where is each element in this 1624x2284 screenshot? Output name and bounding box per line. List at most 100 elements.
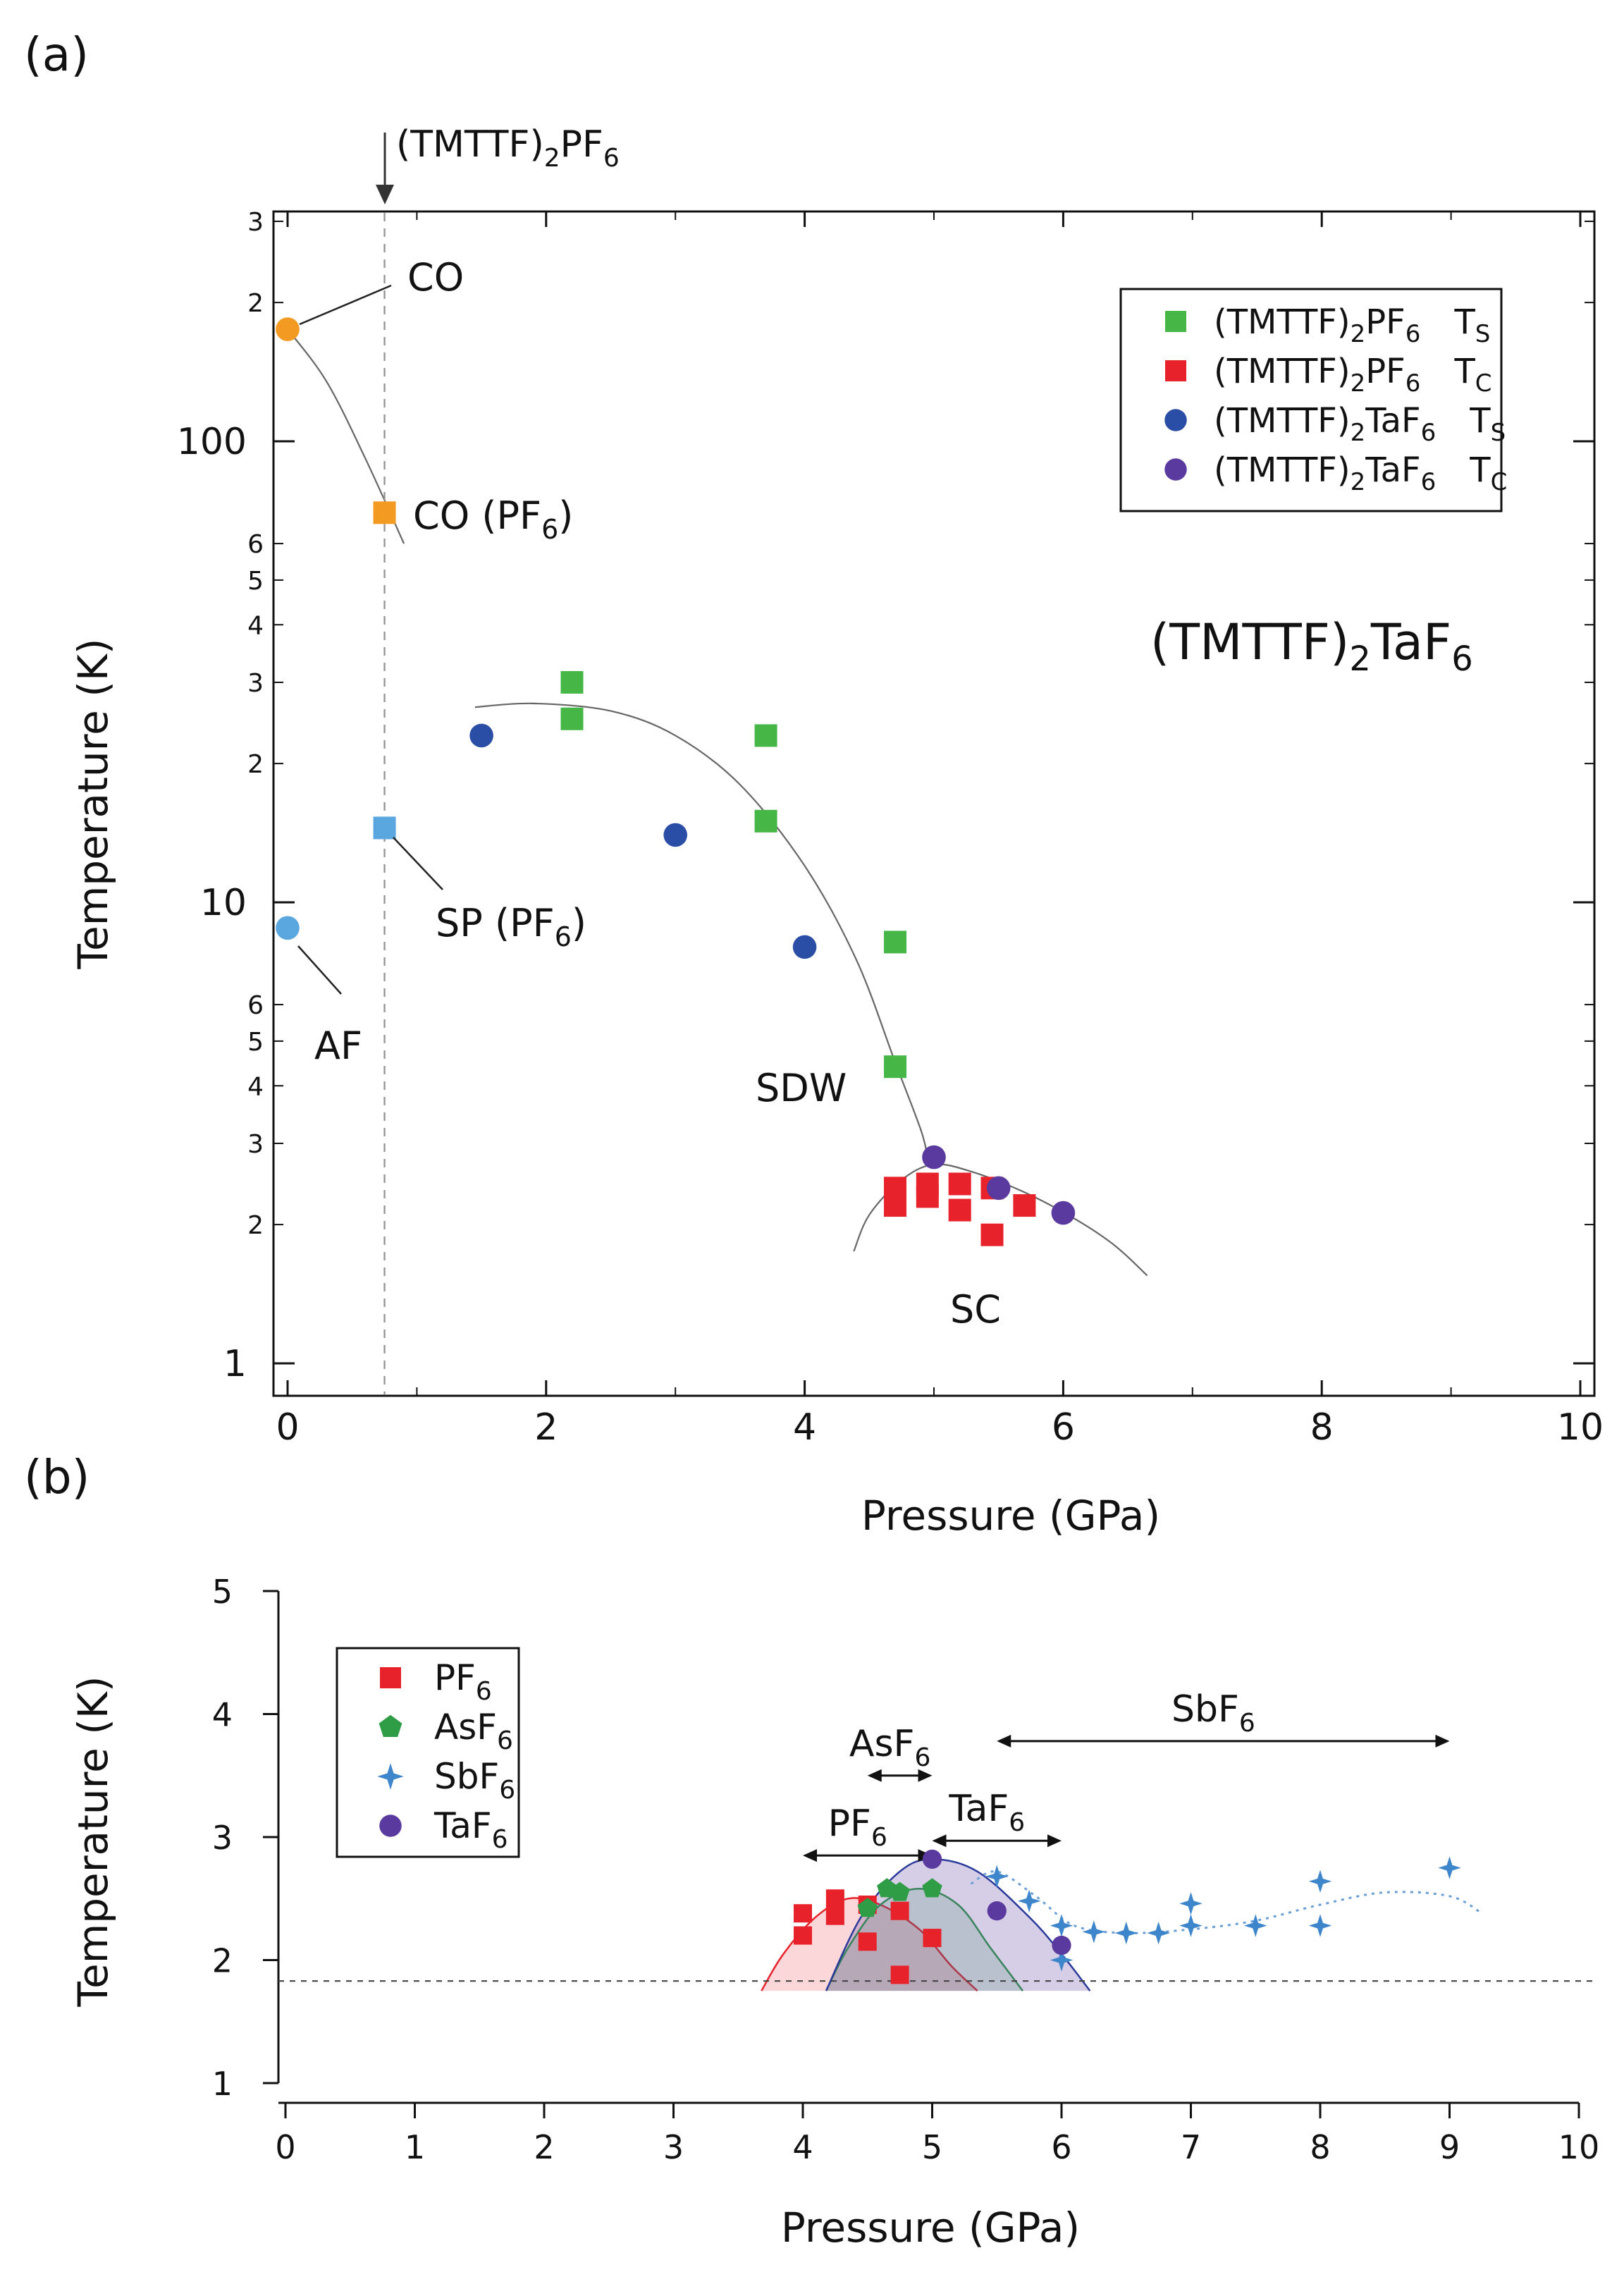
y-tick-label: 5 <box>212 1573 233 1611</box>
legend-marker <box>377 1763 404 1790</box>
data-point <box>986 1176 1011 1201</box>
x-tick-label: 10 <box>1557 1406 1604 1449</box>
x-tick-label: 6 <box>1052 1406 1075 1449</box>
panel-b-label: (b) <box>24 1450 90 1504</box>
data-point <box>663 823 687 847</box>
af-label: AF <box>314 1024 362 1068</box>
chart-a-xlabel: Pressure (GPa) <box>861 1492 1160 1540</box>
data-point <box>1179 1914 1202 1937</box>
y-tick-label: 3 <box>212 1819 233 1857</box>
x-tick-label: 2 <box>534 2128 554 2166</box>
chart-a: 0 2 4 6 8 10 1 10 100 2 3 4 5 6 2 3 4 5 6 2 3 (TMTTF)2TaF6 … <box>69 123 1604 1540</box>
data-point <box>922 1145 946 1169</box>
data-point <box>794 1926 812 1945</box>
range-arrow-head <box>918 1769 933 1782</box>
y-minor-tick-label: 4 <box>247 1072 264 1101</box>
x-tick-label: 4 <box>792 2128 813 2166</box>
chart-b-ylabel: Temperature (K) <box>69 1676 117 2007</box>
data-point <box>276 916 300 940</box>
chart-a-title: (TMTTF)2TaF6 <box>1150 613 1473 679</box>
data-point <box>883 1194 906 1217</box>
x-tick-label: 8 <box>1310 1406 1334 1449</box>
legend-marker <box>379 1714 402 1737</box>
legend-entry: SbF6 <box>434 1756 515 1805</box>
y-minor-tick-label: 5 <box>247 567 264 596</box>
legend-entry: AsF6 <box>434 1707 513 1755</box>
panel-a-label: (a) <box>24 27 89 82</box>
range-arrow-head <box>803 1849 817 1862</box>
data-point <box>825 1906 844 1925</box>
x-tick-label: 9 <box>1439 2128 1460 2166</box>
sp-pf6-label: SP (PF6) <box>436 901 586 952</box>
data-point <box>1308 1869 1332 1893</box>
data-point <box>469 723 493 748</box>
range-arrow-head <box>932 1834 947 1848</box>
data-point <box>560 707 584 730</box>
x-tick-label: 2 <box>534 1406 558 1449</box>
data-point <box>980 1223 1004 1246</box>
y-minor-tick-label: 2 <box>247 1211 264 1240</box>
x-tick-label: 0 <box>276 1406 299 1449</box>
sc-label: SC <box>950 1287 1001 1332</box>
data-point <box>922 1878 942 1898</box>
chart-b-xlabel: Pressure (GPa) <box>781 2204 1080 2252</box>
range-arrow-head <box>1047 1834 1062 1848</box>
y-minor-tick-label: 5 <box>247 1028 264 1057</box>
y-minor-tick-label: 3 <box>247 1130 264 1159</box>
range-label: SbF6 <box>1171 1688 1255 1738</box>
legend-entry: (TMTTF)2PF6 TC <box>1214 352 1492 398</box>
legend-marker <box>1165 360 1186 381</box>
legend-marker <box>380 1667 401 1688</box>
data-point <box>373 501 396 524</box>
data-point <box>1308 1914 1332 1937</box>
data-point <box>883 1055 906 1079</box>
data-point <box>1438 1856 1461 1879</box>
asf6-dome <box>825 1888 1023 1991</box>
y-minor-tick-label: 3 <box>247 669 264 698</box>
y-minor-tick-label: 6 <box>247 991 264 1020</box>
data-point <box>1052 1935 1071 1955</box>
data-point <box>948 1198 971 1222</box>
y-minor-tick-label: 2 <box>247 750 264 779</box>
sbf6-trend-curve <box>970 1870 1483 1934</box>
y-tick-label: 10 <box>200 882 247 924</box>
x-tick-label: 1 <box>405 2128 425 2166</box>
data-point <box>1017 1889 1041 1912</box>
data-point <box>890 1901 909 1920</box>
data-point <box>1050 1948 1074 1972</box>
sdw-label: SDW <box>756 1066 847 1110</box>
data-point <box>825 1889 844 1908</box>
data-point <box>1051 1201 1076 1225</box>
legend-entry: (TMTTF)2TaF6 TC <box>1214 450 1507 496</box>
x-tick-label: 7 <box>1181 2128 1201 2166</box>
data-point <box>890 1881 910 1901</box>
data-point <box>373 816 396 840</box>
data-point <box>794 1904 812 1923</box>
co-leader-line <box>299 284 392 326</box>
range-arrow-head <box>997 1734 1011 1748</box>
x-tick-label: 3 <box>663 2128 684 2166</box>
y-minor-tick-label: 2 <box>247 289 264 318</box>
legend-b-box <box>336 1647 520 1858</box>
x-tick-label: 10 <box>1558 2128 1600 2166</box>
data-point <box>985 1865 1009 1889</box>
data-point <box>1244 1914 1267 1937</box>
data-point <box>987 1901 1007 1921</box>
x-tick-label: 4 <box>793 1406 816 1449</box>
y-minor-tick-label: 3 <box>247 208 264 237</box>
y-tick-label: 1 <box>223 1343 247 1385</box>
x-tick-label: 0 <box>275 2128 295 2166</box>
y-tick-label: 2 <box>212 1942 233 1980</box>
legend-marker <box>1165 311 1186 332</box>
data-point <box>792 935 817 959</box>
data-point <box>883 931 906 954</box>
legend-marker <box>1164 409 1187 431</box>
legend-marker <box>1164 458 1187 481</box>
legend-marker <box>379 1815 402 1837</box>
data-point <box>276 317 300 341</box>
chart-a-legend: (TMTTF)2PF6 TS(TMTTF)2PF6 TC(TMTTF)2TaF6… <box>1119 288 1507 512</box>
data-point <box>916 1185 939 1208</box>
